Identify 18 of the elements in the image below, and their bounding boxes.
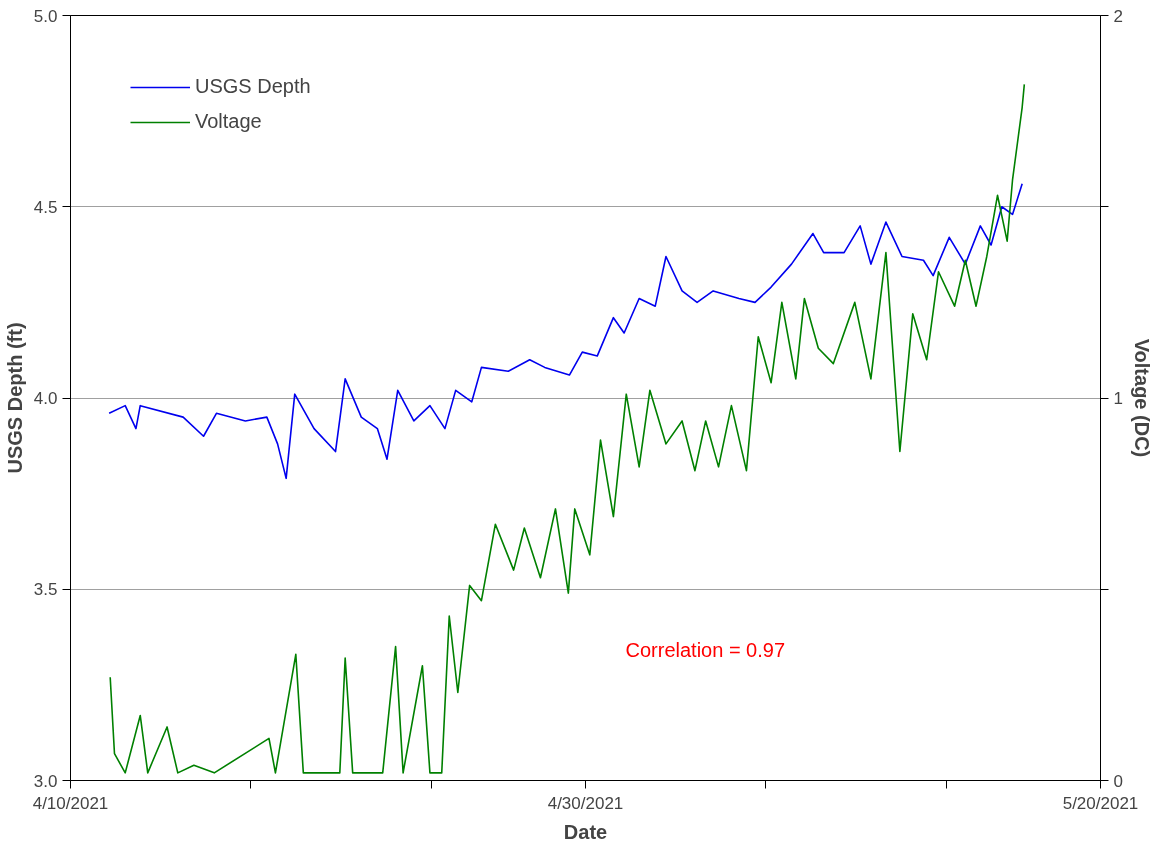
y2-axis-title: Voltage (DC) [1130, 338, 1153, 458]
y-tick-label: 4.5 [33, 197, 58, 217]
y-tick-label: 3.5 [33, 580, 58, 600]
legend-label: Voltage [195, 110, 262, 133]
y2-tick-label: 0 [1113, 771, 1123, 791]
y2-tick-label: 1 [1113, 389, 1123, 408]
x-tick-label: 4/30/2021 [547, 793, 624, 813]
legend-label: USGS Depth [195, 75, 311, 98]
y-axis-title: USGS Depth (ft) [3, 322, 26, 474]
y-tick-label: 5.0 [33, 6, 58, 26]
annotation: Correlation = 0.97 [625, 638, 786, 661]
y-tick-label: 3.0 [33, 771, 58, 791]
x-tick-label: 4/10/2021 [32, 793, 109, 813]
x-axis-title: Date [563, 820, 608, 843]
y-tick-label: 4.0 [33, 389, 58, 408]
x-tick-label: 5/20/2021 [1062, 793, 1139, 813]
y2-tick-label: 2 [1113, 6, 1123, 26]
line-series [108, 183, 1023, 480]
